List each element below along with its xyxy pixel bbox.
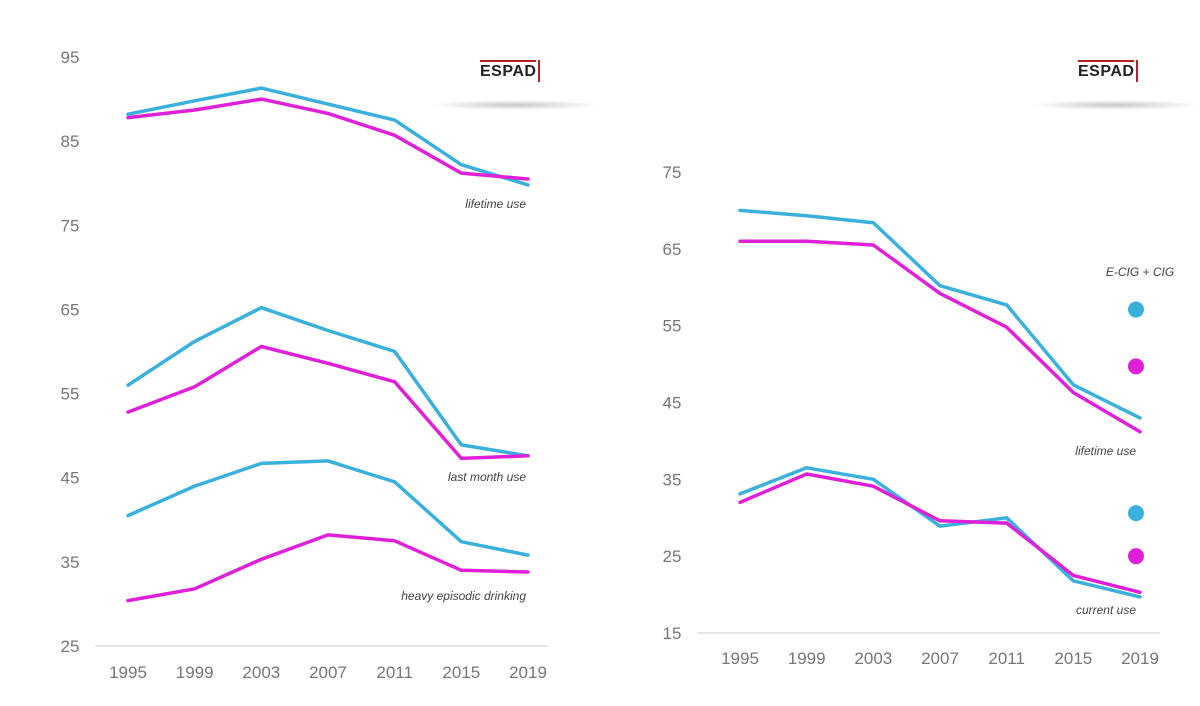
espad-logo: ESPAD xyxy=(480,60,541,82)
x-tick-label: 2011 xyxy=(988,649,1025,668)
x-tick-label: 2007 xyxy=(309,663,347,682)
y-tick-label: 85 xyxy=(61,132,80,151)
series-line-series_b xyxy=(738,239,1142,434)
series-line-series_a xyxy=(126,86,530,187)
x-tick-label: 2003 xyxy=(242,663,280,682)
x-tick-label: 2019 xyxy=(1121,649,1159,668)
y-tick-label: 45 xyxy=(61,469,80,488)
marker-dot-series_a xyxy=(1128,505,1144,522)
x-tick-label: 2011 xyxy=(376,663,413,682)
y-tick-label: 25 xyxy=(61,637,80,656)
series-line-series_a xyxy=(126,459,530,557)
y-tick-label: 45 xyxy=(663,394,682,413)
x-tick-label: 2003 xyxy=(854,649,892,668)
x-tick-label: 2007 xyxy=(921,649,959,668)
logo-shadow xyxy=(1030,100,1200,110)
marker-dot-series_b xyxy=(1128,358,1144,375)
logo-shadow xyxy=(430,100,600,110)
y-tick-label: 55 xyxy=(61,385,80,404)
series-line-series_b xyxy=(738,472,1142,595)
marker-dot-series_b xyxy=(1128,548,1144,565)
right-line-chart: 75 65 55 45 35 25 15 1995 1999 2003 2007 2011 2015 20… xyxy=(663,163,1175,668)
espad-logo: ESPAD xyxy=(1078,60,1139,82)
series-line-series_b xyxy=(126,97,530,181)
y-tick-label: 95 xyxy=(61,48,80,67)
x-tick-label: 1999 xyxy=(176,663,214,682)
left-chart-panel: ESPAD 95 85 75 65 55 45 35 25 1995 1999 2003 2007 20… xyxy=(61,48,600,682)
y-tick-label: 75 xyxy=(61,216,80,235)
annotation-label: current use xyxy=(1076,603,1136,617)
annotation-label: lifetime use xyxy=(1075,444,1136,458)
series-line-series_b xyxy=(126,533,530,603)
x-tick-label: 1999 xyxy=(788,649,826,668)
x-tick-label: 2015 xyxy=(442,663,480,682)
y-tick-label: 75 xyxy=(663,163,682,182)
y-tick-label: 25 xyxy=(663,547,682,566)
series-line-series_a xyxy=(738,466,1142,599)
series-line-series_a xyxy=(738,208,1142,420)
series-line-series_a xyxy=(126,305,530,458)
annotation-label: E-CIG + CIG xyxy=(1106,265,1174,279)
annotation-label: heavy episodic drinking xyxy=(401,589,526,603)
y-tick-label: 65 xyxy=(663,240,682,259)
x-tick-label: 1995 xyxy=(109,663,147,682)
y-tick-label: 35 xyxy=(663,470,682,489)
annotation-label: last month use xyxy=(448,470,526,484)
y-tick-label: 35 xyxy=(61,553,80,572)
y-tick-label: 55 xyxy=(663,317,682,336)
x-tick-label: 2015 xyxy=(1054,649,1092,668)
annotation-label: lifetime use xyxy=(465,197,526,211)
y-tick-label: 65 xyxy=(61,300,80,319)
x-tick-label: 2019 xyxy=(509,663,547,682)
left-line-chart: 95 85 75 65 55 45 35 25 1995 1999 2003 2007 2011 2015… xyxy=(61,48,548,682)
y-tick-label: 15 xyxy=(663,624,682,643)
right-chart-panel: ESPAD 75 65 55 45 35 25 15 1995 1999 2003 2007 2011… xyxy=(600,0,1200,706)
x-tick-label: 1995 xyxy=(721,649,759,668)
series-line-series_b xyxy=(126,344,530,461)
marker-dot-series_a xyxy=(1128,301,1144,318)
